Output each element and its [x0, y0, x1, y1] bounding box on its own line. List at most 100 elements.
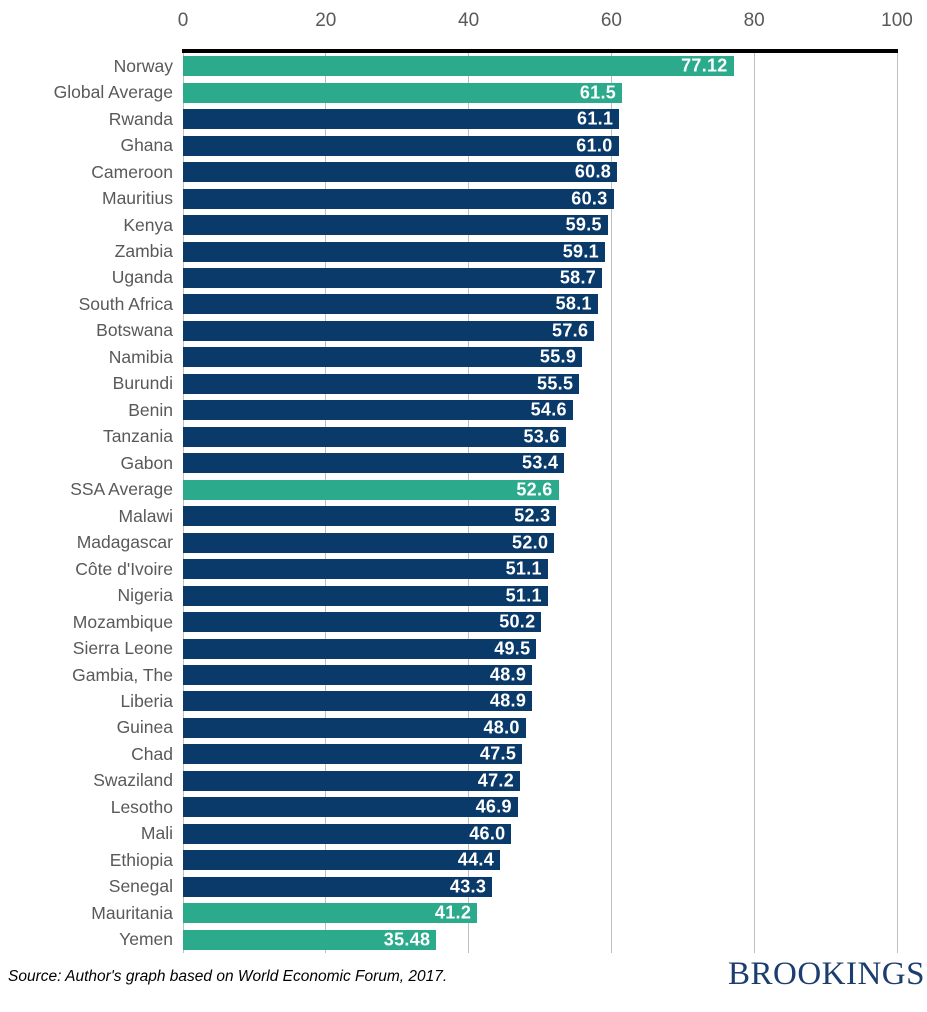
bar: 61.1 [183, 109, 620, 130]
bar: 55.5 [183, 373, 580, 394]
category-label: Chad [131, 743, 173, 764]
x-axis-tick-label: 100 [881, 10, 913, 31]
category-label: Cameroon [91, 161, 173, 182]
category-label: Global Average [53, 82, 173, 103]
bar-value-label: 77.12 [681, 55, 728, 76]
bar: 48.9 [183, 665, 533, 686]
category-label: Ghana [120, 135, 173, 156]
category-label: Botswana [96, 320, 173, 341]
bar-value-label: 59.5 [565, 214, 602, 235]
bar: 51.1 [183, 558, 548, 580]
bar: 60.8 [183, 162, 618, 183]
category-label: Rwanda [108, 108, 173, 129]
bar-row: 57.6 [183, 318, 897, 344]
bar-value-label: 60.3 [571, 188, 608, 209]
category-label: Burundi [112, 373, 173, 394]
bar-row: 58.7 [183, 265, 897, 291]
bar-value-label: 49.5 [494, 638, 531, 659]
bar-value-label: 35.48 [383, 929, 431, 950]
source-note: Source: Author's graph based on World Ec… [8, 968, 448, 985]
bar-value-label: 61.5 [579, 82, 617, 103]
category-label: Uganda [111, 267, 173, 288]
bar-value-label: 43.3 [449, 876, 487, 897]
bar: 43.3 [183, 876, 493, 897]
bar-row: 55.5 [183, 371, 897, 397]
bar-row: 48.0 [183, 715, 897, 741]
bar-value-label: 57.6 [552, 320, 589, 341]
bar-row: 51.1 [183, 556, 897, 582]
category-label: Nigeria [117, 585, 173, 606]
bar-row: 49.5 [183, 635, 897, 661]
gridline [468, 53, 470, 953]
x-axis-line [182, 49, 898, 53]
category-label: Lesotho [110, 796, 173, 817]
brookings-logo: BROOKINGS [727, 956, 925, 992]
bar-value-label: 53.4 [522, 452, 559, 473]
bar-value-label: 52.6 [516, 479, 553, 500]
bar: 53.4 [183, 452, 565, 474]
bar-row: 60.8 [183, 159, 897, 185]
bar-value-label: 51.1 [505, 558, 542, 579]
bar: 48.9 [183, 690, 533, 712]
category-label: Mauritania [91, 902, 173, 923]
bar-row: 46.9 [183, 794, 897, 820]
bar-row: 44.4 [183, 847, 897, 873]
bar-value-label: 46.9 [475, 796, 512, 817]
category-label: Namibia [108, 346, 173, 367]
bar: 55.9 [183, 346, 583, 368]
category-label: Gambia, The [72, 664, 173, 685]
category-label: Côte d'Ivoire [75, 558, 173, 579]
bar: 61.5 [183, 82, 623, 103]
category-label: Tanzania [102, 426, 173, 447]
bar-row: 61.1 [183, 106, 897, 132]
bar-value-label: 48.9 [489, 690, 527, 711]
bar-row: 46.0 [183, 821, 897, 847]
bar-row: 61.5 [183, 79, 897, 105]
bar: 58.7 [183, 267, 603, 288]
category-label: Swaziland [93, 770, 173, 791]
bar-row: 59.5 [183, 212, 897, 238]
bar-value-label: 59.1 [562, 241, 599, 262]
x-axis-tick-label: 0 [177, 10, 189, 31]
bar: 52.6 [183, 479, 559, 500]
category-label: Sierra Leone [72, 638, 173, 659]
bar: 53.6 [183, 426, 566, 447]
bar: 59.1 [183, 241, 605, 262]
category-label: Guinea [116, 717, 173, 738]
gridline [325, 53, 327, 953]
category-label: Zambia [114, 241, 173, 262]
bar-value-label: 54.6 [530, 399, 567, 420]
category-axis: Norway Global Average Rwanda Ghana Cameroon M… [0, 53, 173, 953]
bar: 51.1 [183, 585, 548, 606]
gridline [753, 53, 755, 953]
category-label: Mali [140, 823, 173, 844]
gridline [182, 53, 184, 953]
bar-row: 48.9 [183, 662, 897, 688]
category-label: Madagascar [76, 532, 173, 553]
category-label: SSA Average [70, 479, 173, 500]
bar-value-label: 41.2 [434, 902, 472, 923]
bar-value-label: 55.9 [539, 346, 577, 367]
bar: 44.4 [183, 849, 501, 871]
category-label: Malawi [118, 505, 173, 526]
bar-value-label: 53.6 [523, 426, 560, 447]
bar: 46.0 [183, 823, 512, 844]
category-label: Benin [128, 399, 173, 420]
bar-value-label: 58.1 [555, 293, 592, 314]
bar: 52.0 [183, 532, 555, 553]
bar: 49.5 [183, 638, 537, 659]
bar-value-label: 44.4 [457, 849, 495, 870]
bar-row: 77.12 [183, 53, 897, 79]
bar: 57.6 [183, 320, 595, 341]
bar-row: 53.6 [183, 424, 897, 450]
bar: 50.2 [183, 612, 542, 633]
bar: 52.3 [183, 506, 557, 527]
x-axis-tick-label: 60 [600, 10, 622, 31]
bar-value-label: 51.1 [505, 585, 542, 606]
bar-row: 55.9 [183, 344, 897, 370]
bar: 48.0 [183, 717, 526, 738]
bar: 47.5 [183, 744, 523, 765]
bar: 47.2 [183, 770, 520, 791]
bar: 59.5 [183, 214, 608, 236]
